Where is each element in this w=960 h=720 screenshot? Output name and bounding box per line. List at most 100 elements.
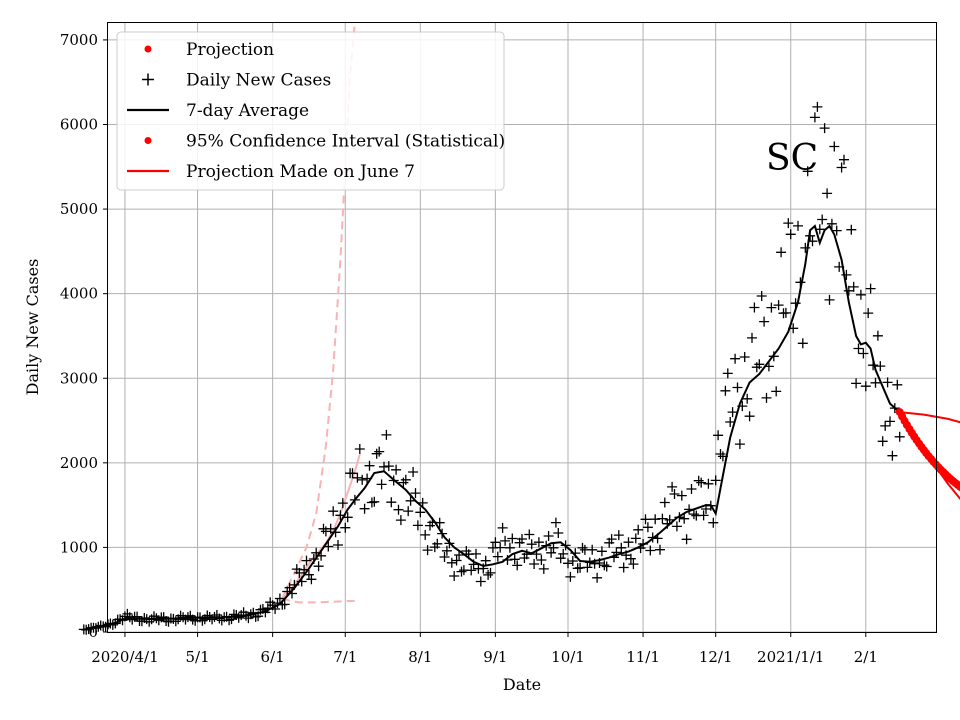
daily-case-point — [744, 411, 755, 422]
legend-plus-marker — [142, 73, 154, 86]
daily-case-point — [391, 464, 402, 475]
daily-case-point — [342, 512, 353, 523]
daily-case-point — [623, 537, 634, 548]
daily-case-point — [831, 225, 842, 236]
daily-case-point — [313, 561, 324, 572]
legend-label: Daily New Cases — [186, 71, 331, 91]
daily-case-point — [870, 377, 881, 388]
daily-case-point — [376, 479, 387, 490]
daily-case-point — [439, 552, 450, 562]
daily-case-point — [727, 407, 738, 418]
daily-case-point — [865, 283, 876, 294]
y-tick-label: 1000 — [60, 538, 98, 556]
daily-case-point — [415, 507, 426, 518]
daily-case-point — [882, 377, 893, 388]
daily-case-point — [521, 549, 532, 560]
legend-label: 95% Confidence Interval (Statistical) — [186, 132, 505, 152]
y-tick-label: 0 — [88, 623, 98, 641]
daily-case-point — [633, 524, 644, 535]
daily-case-point — [596, 546, 607, 557]
daily-case-point — [754, 359, 765, 370]
daily-case-point — [628, 559, 639, 570]
daily-case-point — [592, 572, 603, 583]
legend-item: 95% Confidence Interval (Statistical) — [144, 132, 505, 152]
x-tick-label: 11/1 — [626, 648, 660, 666]
x-tick-label: 12/1 — [699, 648, 733, 666]
seven-day-average-line — [83, 224, 901, 631]
daily-case-point — [885, 416, 895, 427]
daily-case-point — [301, 555, 312, 566]
daily-case-point — [490, 537, 501, 548]
daily-case-point — [422, 545, 433, 556]
daily-case-point — [722, 368, 733, 379]
daily-case-point — [855, 289, 866, 300]
daily-case-point — [734, 439, 745, 450]
daily-case-point — [809, 112, 820, 123]
daily-case-point — [446, 557, 457, 568]
daily-case-point — [492, 551, 503, 562]
legend-box — [116, 31, 505, 191]
daily-case-point — [688, 509, 699, 520]
daily-case-point — [500, 535, 511, 546]
daily-case-point — [366, 497, 377, 508]
daily-case-point — [616, 542, 627, 553]
daily-case-point — [497, 522, 508, 533]
daily-case-point — [877, 436, 888, 447]
daily-case-point — [841, 269, 852, 280]
daily-case-point — [546, 547, 557, 558]
y-tick-label: 6000 — [60, 116, 98, 134]
x-tick-label: 2021/1/1 — [757, 648, 824, 666]
x-tick-label: 8/1 — [408, 648, 432, 666]
daily-case-point — [715, 449, 726, 459]
june7-projection-line — [281, 454, 361, 599]
daily-case-point — [274, 593, 285, 604]
ci-lower-line — [898, 411, 960, 501]
y-tick-label: 7000 — [60, 31, 98, 49]
daily-case-point — [766, 302, 777, 313]
daily-case-point — [863, 308, 874, 319]
daily-case-point — [824, 294, 835, 305]
daily-case-point — [696, 477, 707, 488]
daily-case-point — [776, 247, 787, 258]
daily-case-point — [887, 450, 898, 461]
daily-case-point — [441, 545, 452, 556]
daily-case-point — [543, 531, 554, 541]
daily-case-point — [132, 611, 143, 622]
daily-case-point — [703, 478, 714, 489]
daily-case-point — [471, 548, 481, 559]
daily-case-point — [466, 565, 477, 576]
daily-case-point — [894, 431, 905, 442]
daily-case-point — [364, 460, 375, 471]
daily-case-point — [817, 214, 828, 225]
daily-case-point — [783, 218, 794, 229]
x-tick-label: 9/1 — [483, 648, 507, 666]
x-axis-ticks: 2020/4/1 5/1 6/1 7/1 8/1 9/1 10/1 11/1 12/1 2021/… — [91, 632, 878, 666]
daily-case-point — [320, 526, 331, 537]
daily-case-point — [669, 489, 680, 499]
daily-case-point — [412, 520, 423, 531]
daily-case-point — [403, 506, 414, 517]
daily-case-point — [756, 291, 767, 301]
daily-case-point — [693, 475, 704, 486]
daily-case-point — [640, 514, 651, 525]
daily-case-point — [730, 353, 741, 364]
daily-case-point — [613, 530, 624, 541]
daily-case-point — [800, 242, 811, 253]
daily-case-point — [408, 467, 419, 477]
daily-case-point — [655, 544, 665, 555]
daily-case-point — [848, 281, 859, 292]
x-axis-label: Date — [503, 675, 541, 694]
seven-day-average-layer — [83, 224, 901, 631]
daily-case-point — [785, 229, 796, 240]
daily-case-point — [563, 558, 573, 569]
daily-case-point — [710, 475, 721, 486]
daily-case-point — [749, 302, 760, 313]
daily-case-point — [829, 141, 840, 152]
daily-case-point — [529, 559, 540, 569]
x-tick-label: 7/1 — [333, 648, 357, 666]
daily-case-point — [536, 555, 547, 565]
daily-case-point — [420, 529, 431, 540]
daily-case-point — [517, 534, 527, 544]
daily-case-point — [432, 538, 443, 549]
